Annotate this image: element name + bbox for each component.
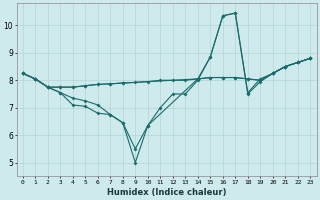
X-axis label: Humidex (Indice chaleur): Humidex (Indice chaleur) (107, 188, 226, 197)
